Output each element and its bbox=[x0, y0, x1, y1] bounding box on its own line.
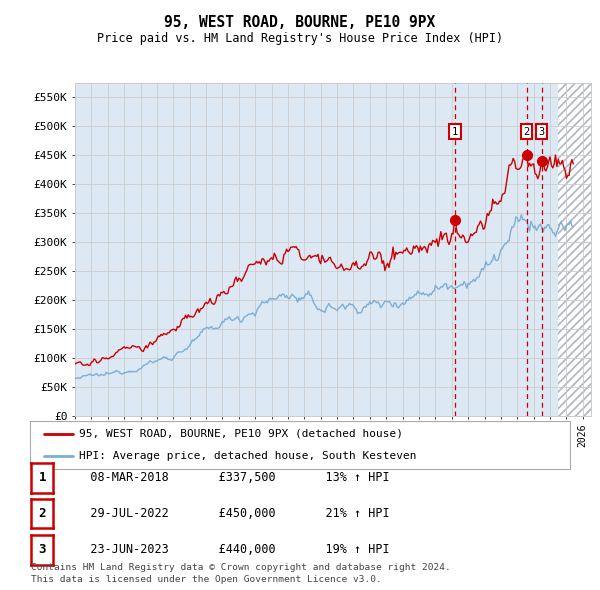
Bar bbox=[558, 83, 600, 416]
Text: 3: 3 bbox=[38, 543, 46, 556]
Text: 29-JUL-2022       £450,000       21% ↑ HPI: 29-JUL-2022 £450,000 21% ↑ HPI bbox=[69, 507, 389, 520]
Text: 2: 2 bbox=[38, 507, 46, 520]
Text: HPI: Average price, detached house, South Kesteven: HPI: Average price, detached house, Sout… bbox=[79, 451, 416, 461]
Bar bbox=[558, 83, 600, 416]
Text: Price paid vs. HM Land Registry's House Price Index (HPI): Price paid vs. HM Land Registry's House … bbox=[97, 32, 503, 45]
Text: 3: 3 bbox=[538, 127, 545, 137]
Bar bbox=[75, 83, 558, 416]
Text: 2: 2 bbox=[523, 127, 530, 137]
Text: 1: 1 bbox=[38, 471, 46, 484]
Text: 08-MAR-2018       £337,500       13% ↑ HPI: 08-MAR-2018 £337,500 13% ↑ HPI bbox=[69, 471, 389, 484]
Text: 95, WEST ROAD, BOURNE, PE10 9PX: 95, WEST ROAD, BOURNE, PE10 9PX bbox=[164, 15, 436, 30]
Text: 95, WEST ROAD, BOURNE, PE10 9PX (detached house): 95, WEST ROAD, BOURNE, PE10 9PX (detache… bbox=[79, 429, 403, 439]
Text: 23-JUN-2023       £440,000       19% ↑ HPI: 23-JUN-2023 £440,000 19% ↑ HPI bbox=[69, 543, 389, 556]
Text: Contains HM Land Registry data © Crown copyright and database right 2024.: Contains HM Land Registry data © Crown c… bbox=[31, 563, 451, 572]
Text: 1: 1 bbox=[452, 127, 458, 137]
Text: This data is licensed under the Open Government Licence v3.0.: This data is licensed under the Open Gov… bbox=[31, 575, 382, 584]
